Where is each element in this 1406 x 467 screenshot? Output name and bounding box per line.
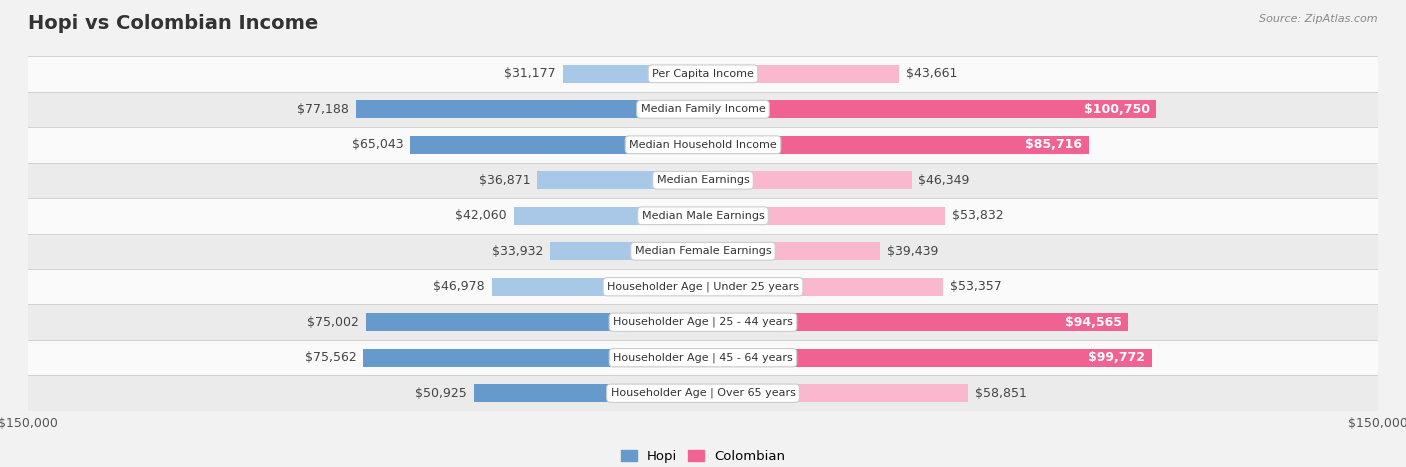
Text: Median Household Income: Median Household Income [628, 140, 778, 150]
Text: $39,439: $39,439 [887, 245, 939, 258]
Bar [366, 313, 703, 331]
Bar [28, 234, 1378, 269]
Legend: Hopi, Colombian: Hopi, Colombian [616, 445, 790, 467]
Bar [28, 304, 1378, 340]
Text: $53,357: $53,357 [950, 280, 1001, 293]
Bar [703, 136, 1088, 154]
Bar [513, 207, 703, 225]
Text: $53,832: $53,832 [952, 209, 1004, 222]
Bar [363, 349, 703, 367]
Bar [703, 384, 967, 402]
Text: $46,349: $46,349 [918, 174, 970, 187]
Text: $46,978: $46,978 [433, 280, 485, 293]
Text: $75,002: $75,002 [307, 316, 359, 329]
Text: $85,716: $85,716 [1025, 138, 1081, 151]
Bar [703, 242, 880, 260]
Bar [703, 349, 1152, 367]
Text: $94,565: $94,565 [1064, 316, 1122, 329]
Text: $58,851: $58,851 [974, 387, 1026, 400]
Bar [28, 269, 1378, 304]
Text: $42,060: $42,060 [456, 209, 508, 222]
Bar [356, 100, 703, 118]
Bar [28, 127, 1378, 163]
Text: Source: ZipAtlas.com: Source: ZipAtlas.com [1260, 14, 1378, 24]
Bar [28, 163, 1378, 198]
Text: $65,043: $65,043 [352, 138, 404, 151]
Text: $33,932: $33,932 [492, 245, 544, 258]
Text: $77,188: $77,188 [297, 103, 349, 116]
Text: Hopi vs Colombian Income: Hopi vs Colombian Income [28, 14, 318, 33]
Text: $36,871: $36,871 [478, 174, 530, 187]
Bar [703, 171, 911, 189]
Bar [28, 340, 1378, 375]
Bar [474, 384, 703, 402]
Bar [28, 56, 1378, 92]
Text: $43,661: $43,661 [907, 67, 957, 80]
Text: Householder Age | Over 65 years: Householder Age | Over 65 years [610, 388, 796, 398]
Bar [550, 242, 703, 260]
Text: $99,772: $99,772 [1088, 351, 1144, 364]
Bar [28, 92, 1378, 127]
Text: $75,562: $75,562 [305, 351, 356, 364]
Text: Median Female Earnings: Median Female Earnings [634, 246, 772, 256]
Text: Median Family Income: Median Family Income [641, 104, 765, 114]
Text: Householder Age | Under 25 years: Householder Age | Under 25 years [607, 282, 799, 292]
Bar [703, 65, 900, 83]
Text: Householder Age | 45 - 64 years: Householder Age | 45 - 64 years [613, 353, 793, 363]
Bar [537, 171, 703, 189]
Text: Median Male Earnings: Median Male Earnings [641, 211, 765, 221]
Bar [28, 375, 1378, 411]
Bar [703, 207, 945, 225]
Bar [562, 65, 703, 83]
Text: $100,750: $100,750 [1084, 103, 1150, 116]
Bar [703, 278, 943, 296]
Text: Median Earnings: Median Earnings [657, 175, 749, 185]
Text: $50,925: $50,925 [415, 387, 467, 400]
Bar [703, 313, 1129, 331]
Bar [411, 136, 703, 154]
Bar [703, 100, 1156, 118]
Text: $31,177: $31,177 [505, 67, 555, 80]
Bar [28, 198, 1378, 234]
Bar [492, 278, 703, 296]
Text: Per Capita Income: Per Capita Income [652, 69, 754, 79]
Text: Householder Age | 25 - 44 years: Householder Age | 25 - 44 years [613, 317, 793, 327]
